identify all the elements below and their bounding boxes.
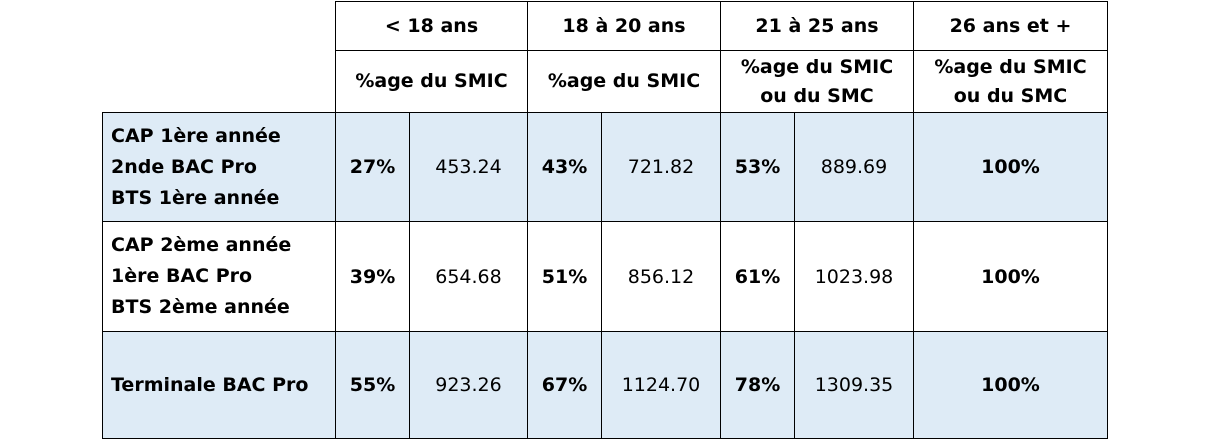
percent-cell: 51%: [527, 221, 602, 332]
amount-cell: 1023.98: [794, 221, 914, 332]
row-label-line: BTS 1ère année: [111, 186, 280, 209]
percent-cell: 67%: [527, 331, 602, 439]
percent-cell-26-plus: 100%: [913, 331, 1108, 439]
percent-cell: 43%: [527, 112, 602, 222]
subheader-line: ou du SMC: [760, 84, 874, 107]
percent-cell: 78%: [720, 331, 795, 439]
header-row-age: < 18 ans 18 à 20 ans 21 à 25 ans 26 ans …: [102, 1, 1108, 113]
row-label: CAP 2ème année 1ère BAC Pro BTS 2ème ann…: [102, 221, 336, 332]
header-age-26-plus: 26 ans et +: [913, 1, 1108, 51]
percent-cell-26-plus: 100%: [913, 221, 1108, 332]
subheader-under-18: %age du SMIC: [335, 50, 528, 113]
subheader-21-25: %age du SMIC ou du SMC: [720, 50, 914, 113]
header-age-21-25: 21 à 25 ans: [720, 1, 914, 51]
header-row-sub: %age du SMIC %age du SMIC %age du SMIC o…: [103, 50, 1108, 113]
amount-cell: 923.26: [409, 331, 528, 439]
amount-cell: 889.69: [794, 112, 914, 222]
amount-cell: 1309.35: [794, 331, 914, 439]
row-label-line: Terminale BAC Pro: [111, 373, 309, 396]
amount-cell: 856.12: [601, 221, 721, 332]
amount-cell: 721.82: [601, 112, 721, 222]
percent-cell: 55%: [335, 331, 410, 439]
percent-cell: 53%: [720, 112, 795, 222]
table-row-terminale: Terminale BAC Pro 55% 923.26 67% 1124.70…: [102, 331, 1108, 439]
table-row-year-1: CAP 1ère année 2nde BAC Pro BTS 1ère ann…: [102, 112, 1108, 222]
row-label-line: 1ère BAC Pro: [111, 265, 253, 287]
apprentice-pay-table: < 18 ans 18 à 20 ans 21 à 25 ans 26 ans …: [102, 1, 1108, 439]
subheader-26-plus: %age du SMIC ou du SMC: [913, 50, 1108, 113]
subheader-18-20: %age du SMIC: [527, 50, 721, 113]
row-label: CAP 1ère année 2nde BAC Pro BTS 1ère ann…: [102, 112, 336, 222]
amount-cell: 453.24: [409, 112, 528, 222]
subheader-line: %age du SMIC: [740, 55, 894, 78]
row-label: Terminale BAC Pro: [102, 331, 336, 439]
percent-cell-26-plus: 100%: [913, 112, 1108, 222]
percent-cell: 39%: [335, 221, 410, 332]
subheader-line: %age du SMIC: [934, 55, 1087, 78]
header-age-18-20: 18 à 20 ans: [527, 1, 721, 51]
amount-cell: 654.68: [409, 221, 528, 332]
row-label-line: CAP 2ème année: [111, 234, 292, 256]
header-age-under-18: < 18 ans: [335, 1, 528, 51]
row-label-line: CAP 1ère année: [111, 124, 281, 147]
subheader-line: %age du SMIC: [547, 70, 701, 92]
percent-cell: 27%: [335, 112, 410, 222]
amount-cell: 1124.70: [601, 331, 721, 439]
row-label-line: BTS 2ème année: [111, 296, 290, 318]
corner-cell: [102, 1, 336, 113]
row-label-line: 2nde BAC Pro: [111, 155, 257, 178]
percent-cell: 61%: [720, 221, 795, 332]
table-row-year-2: CAP 2ème année 1ère BAC Pro BTS 2ème ann…: [102, 221, 1108, 332]
subheader-line: %age du SMIC: [355, 70, 508, 92]
subheader-line: ou du SMC: [953, 84, 1068, 107]
